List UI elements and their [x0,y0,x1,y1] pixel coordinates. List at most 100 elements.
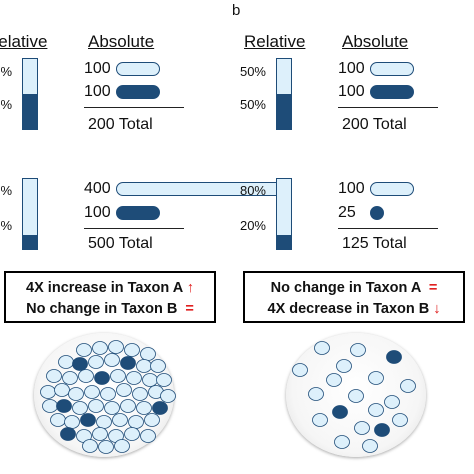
taxon-b-cell [56,399,72,413]
left-top-taxon-b-fill [23,94,37,129]
taxon-a-cell [88,399,104,413]
taxon-b-cell [72,357,88,371]
right-bottom-relative-tube [276,178,292,250]
taxon-a-cell [156,373,172,387]
taxon-a-cell [100,387,116,401]
taxon-b-cell [152,401,168,415]
right-bottom-total-rule [338,228,438,229]
left-top-count-a: 100 [84,60,111,77]
taxon-a-cell [68,387,84,401]
taxon-a-cell [336,359,352,373]
taxon-a-cell [308,387,324,401]
taxon-a-cell [326,373,342,387]
taxon-a-cell [292,363,308,377]
right-summary-line2: 4X decrease in Taxon B [267,301,430,317]
taxon-a-cell [104,401,120,415]
taxon-a-cell [88,355,104,369]
right-top-pct-b: 50% [239,97,266,112]
taxon-a-cell [362,439,378,453]
right-bottom-total: 125 Total [342,235,407,252]
taxon-a-cell [54,383,70,397]
taxon-b-cell [332,405,348,419]
taxon-a-cell [150,359,166,373]
right-bottom-pct-a: 80% [239,183,266,198]
taxon-a-cell [46,369,62,383]
right-bottom-taxon-b-fill [277,235,291,249]
right-bottom-count-a: 100 [338,180,365,197]
right-summary-line1: No change in Taxon A [270,280,421,296]
taxon-a-cell [124,343,140,357]
right-top-pct-a: 50% [239,64,266,79]
taxon-a-cell [112,413,128,427]
left-bottom-total-rule [84,228,184,229]
taxon-a-cell [124,427,140,441]
left-summary-box: 4X increase in Taxon A ↑ No change in Ta… [4,271,216,323]
left-top-taxon-a-bar [116,62,160,76]
taxon-b-cell [120,356,136,370]
taxon-a-cell [110,369,126,383]
taxon-a-cell [350,343,366,357]
taxon-a-cell [348,389,364,403]
left-bottom-taxon-b-fill [23,235,37,249]
left-bottom-pct-a: % [0,183,12,198]
taxon-a-cell [144,413,160,427]
taxon-a-cell [354,421,370,435]
left-bottom-count-b: 100 [84,204,111,221]
taxon-a-cell [114,439,130,453]
taxon-a-cell [84,385,100,399]
left-absolute-header: Absolute [88,32,155,51]
arrow-down-icon: ↓ [433,301,441,317]
right-top-taxon-b-bar [370,85,414,99]
left-top-total: 200 Total [88,116,153,133]
equals-icon: = [428,280,438,296]
left-top-total-rule [84,107,184,108]
taxon-a-cell [136,401,152,415]
right-bottom-count-b: 25 [338,204,356,221]
taxon-a-cell [120,399,136,413]
taxon-a-cell [160,389,176,403]
right-bottom-taxon-b-bar [370,206,384,220]
left-bottom-count-a: 400 [84,180,111,197]
taxon-a-cell [104,353,120,367]
taxon-a-cell [312,413,328,427]
left-relative-header: Relative [0,32,48,51]
taxon-a-cell [72,401,88,415]
left-top-relative-tube [22,58,38,130]
taxon-a-cell [62,371,78,385]
taxon-a-cell [92,341,108,355]
taxon-a-cell [98,440,114,454]
taxon-a-cell [126,371,142,385]
left-bottom-pct-b: % [0,218,12,233]
right-top-taxon-b-fill [277,94,291,129]
right-absolute-header: Absolute [342,32,409,51]
right-relative-header: Relative [244,32,306,51]
taxon-a-cell [368,403,384,417]
equals-icon: = [185,301,194,317]
taxon-a-cell [368,371,384,385]
left-top-taxon-b-bar [116,85,160,99]
left-bottom-total: 500 Total [88,235,153,252]
taxon-a-cell [82,439,98,453]
left-summary-line2: No change in Taxon B [26,301,178,317]
taxon-b-cell [94,371,110,385]
taxon-b-cell [374,423,390,437]
taxon-a-cell [116,383,132,397]
taxon-b-cell [60,427,76,441]
right-top-total: 200 Total [342,116,407,133]
left-top-count-b: 100 [84,83,111,100]
left-top-pct-a: % [0,64,12,79]
right-top-total-rule [338,107,438,108]
arrow-up-icon: ↑ [186,280,194,296]
taxon-a-cell [334,435,350,449]
right-top-count-a: 100 [338,60,365,77]
left-bottom-taxon-b-bar [116,206,160,220]
left-top-pct-b: % [0,97,12,112]
taxon-a-cell [392,413,408,427]
taxon-a-cell [140,429,156,443]
taxon-a-cell [132,387,148,401]
right-top-taxon-a-bar [370,62,414,76]
taxon-a-cell [314,341,330,355]
taxon-a-cell [92,427,108,441]
